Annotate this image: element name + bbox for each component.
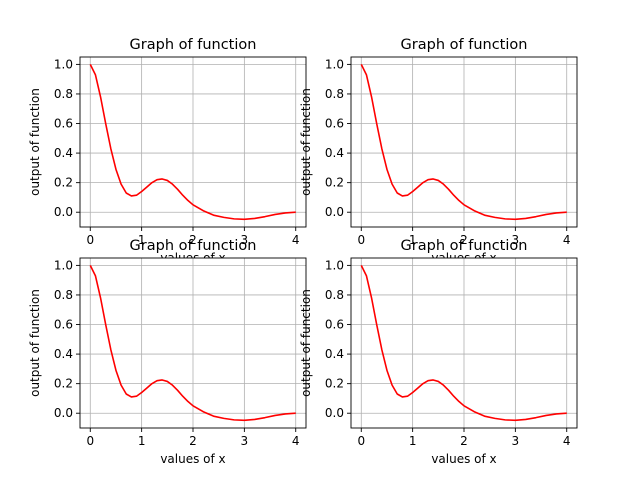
y-tick-label: 0.0 bbox=[325, 205, 344, 219]
y-tick-label: 0.6 bbox=[325, 318, 344, 332]
y-tick-label: 0.0 bbox=[325, 406, 344, 420]
x-axis-label: values of x bbox=[160, 452, 225, 466]
y-tick-label: 0.8 bbox=[54, 87, 73, 101]
x-tick-label: 2 bbox=[189, 434, 197, 448]
x-tick-label: 4 bbox=[563, 233, 571, 247]
x-tick-label: 1 bbox=[409, 434, 417, 448]
series-line bbox=[360, 64, 567, 221]
y-axis-label: output of function bbox=[299, 88, 313, 196]
y-tick-label: 0.2 bbox=[325, 377, 344, 391]
series-line bbox=[89, 265, 296, 422]
x-tick-label: 2 bbox=[460, 434, 468, 448]
chart-title: Graph of function bbox=[401, 238, 528, 254]
x-tick-label: 0 bbox=[86, 233, 94, 247]
y-tick-label: 0.4 bbox=[54, 347, 73, 361]
y-tick-label: 0.6 bbox=[325, 117, 344, 131]
x-tick-label: 4 bbox=[292, 434, 300, 448]
y-tick-label: 0.2 bbox=[54, 176, 73, 190]
y-tick-label: 1.0 bbox=[325, 57, 344, 71]
y-tick-label: 0.6 bbox=[54, 318, 73, 332]
x-tick-label: 4 bbox=[563, 434, 571, 448]
y-tick-label: 1.0 bbox=[54, 258, 73, 272]
y-tick-label: 0.2 bbox=[325, 176, 344, 190]
x-tick-label: 3 bbox=[241, 233, 249, 247]
x-tick-label: 0 bbox=[357, 434, 365, 448]
y-tick-label: 0.8 bbox=[54, 288, 73, 302]
y-tick-label: 0.0 bbox=[54, 205, 73, 219]
y-tick-label: 0.8 bbox=[325, 87, 344, 101]
x-axis-label: values of x bbox=[431, 452, 496, 466]
x-tick-label: 3 bbox=[512, 434, 520, 448]
x-tick-label: 3 bbox=[241, 434, 249, 448]
y-tick-label: 0.6 bbox=[54, 117, 73, 131]
y-tick-label: 0.8 bbox=[325, 288, 344, 302]
y-tick-label: 1.0 bbox=[54, 57, 73, 71]
x-tick-label: 0 bbox=[357, 233, 365, 247]
y-tick-label: 1.0 bbox=[325, 258, 344, 272]
x-tick-label: 0 bbox=[86, 434, 94, 448]
y-tick-label: 0.0 bbox=[54, 406, 73, 420]
y-axis-label: output of function bbox=[28, 88, 42, 196]
y-tick-label: 0.4 bbox=[325, 347, 344, 361]
x-tick-label: 1 bbox=[409, 233, 417, 247]
y-axis-label: output of function bbox=[299, 289, 313, 397]
x-tick-label: 2 bbox=[460, 233, 468, 247]
chart-title: Graph of function bbox=[401, 37, 528, 53]
subplot-4: 0 1 2 3 4 0.0 0.2 0.4 0.6 0.8 1.0 values of x output… bbox=[299, 238, 578, 466]
y-tick-label: 0.4 bbox=[325, 146, 344, 160]
x-tick-label: 1 bbox=[138, 233, 146, 247]
chart-title: Graph of function bbox=[130, 37, 257, 53]
x-tick-label: 3 bbox=[512, 233, 520, 247]
x-tick-label: 1 bbox=[138, 434, 146, 448]
series-line bbox=[360, 265, 567, 422]
y-tick-label: 0.2 bbox=[54, 377, 73, 391]
y-axis-label: output of function bbox=[28, 289, 42, 397]
chart-title: Graph of function bbox=[130, 238, 257, 254]
y-tick-label: 0.4 bbox=[54, 146, 73, 160]
x-tick-label: 2 bbox=[189, 233, 197, 247]
x-tick-label: 4 bbox=[292, 233, 300, 247]
series-line bbox=[89, 64, 296, 221]
subplot-3: 0 1 2 3 4 0.0 0.2 0.4 0.6 0.8 1.0 values of x output… bbox=[28, 238, 307, 466]
